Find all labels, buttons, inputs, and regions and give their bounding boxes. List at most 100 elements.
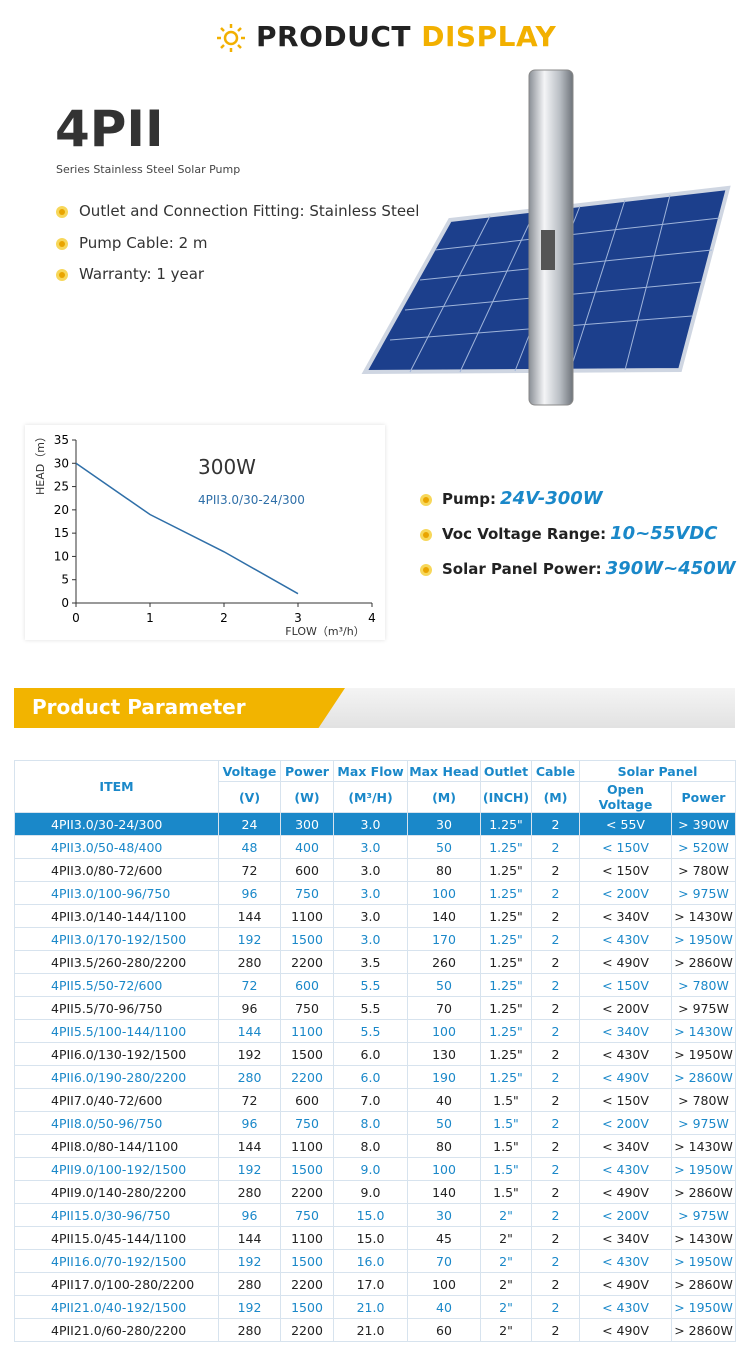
- table-row: 4PII6.0/130-192/1500 192 1500 6.0 130 1.25" 2 <…: [14, 1042, 736, 1066]
- x-tick-label: 1: [146, 611, 154, 625]
- table-cell: 100: [407, 1019, 481, 1043]
- table-cell: 1.5": [480, 1134, 532, 1158]
- table-cell: 4PII8.0/50-96/750: [14, 1111, 219, 1135]
- table-cell: > 1430W: [671, 1226, 736, 1250]
- y-tick-label: 5: [61, 573, 69, 587]
- table-cell: 4PII9.0/140-280/2200: [14, 1180, 219, 1204]
- table-cell: 4PII15.0/45-144/1100: [14, 1226, 219, 1250]
- spec: Voc Voltage Range: 10~55VDC: [442, 523, 717, 544]
- title-main: PRODUCT: [256, 20, 412, 53]
- spec-value: 24V-300W: [500, 488, 603, 509]
- table-row: 4PII3.0/50-48/400 48 400 3.0 50 1.25" 2 < 150V >…: [14, 835, 736, 859]
- table-cell: 2: [531, 950, 580, 974]
- table-cell: 3.0: [333, 812, 408, 836]
- table-cell: 2: [531, 973, 580, 997]
- x-tick-label: 3: [294, 611, 302, 625]
- table-cell: > 2860W: [671, 1065, 736, 1089]
- table-cell: 1500: [280, 1295, 334, 1319]
- table-cell: 2: [531, 835, 580, 859]
- table-cell: < 430V: [579, 1042, 672, 1066]
- table-cell: 1.25": [480, 1042, 532, 1066]
- table-cell: > 1950W: [671, 1157, 736, 1181]
- table-cell: 40: [407, 1088, 481, 1112]
- table-cell: 1.5": [480, 1157, 532, 1181]
- spec-value: 390W~450W: [605, 558, 736, 579]
- table-cell: < 490V: [579, 1318, 672, 1342]
- table-cell: 40: [407, 1295, 481, 1319]
- table-cell: 192: [218, 927, 281, 951]
- table-cell: 300: [280, 812, 334, 836]
- table-cell: 2": [480, 1272, 532, 1296]
- banner: [14, 688, 345, 728]
- table-cell: 2: [531, 1226, 580, 1250]
- table-cell: 144: [218, 904, 281, 928]
- table-cell: < 430V: [579, 1157, 672, 1181]
- table-cell: 144: [218, 1134, 281, 1158]
- header-cell: (W): [280, 781, 334, 813]
- table-cell: > 2860W: [671, 1318, 736, 1342]
- table-row: 4PII9.0/100-192/1500 192 1500 9.0 100 1.5" 2 < …: [14, 1157, 736, 1181]
- table-cell: < 340V: [579, 904, 672, 928]
- x-tick-label: 0: [72, 611, 80, 625]
- table-cell: 1.25": [480, 1065, 532, 1089]
- table-cell: 50: [407, 973, 481, 997]
- table-cell: > 1430W: [671, 904, 736, 928]
- table-row: 4PII9.0/140-280/2200 280 2200 9.0 140 1.5" 2 < …: [14, 1180, 736, 1204]
- table-cell: > 1950W: [671, 1042, 736, 1066]
- table-cell: 2: [531, 1088, 580, 1112]
- table-cell: < 340V: [579, 1134, 672, 1158]
- table-cell: < 150V: [579, 1088, 672, 1112]
- table-row: 4PII5.5/70-96/750 96 750 5.5 70 1.25" 2 < 200V >…: [14, 996, 736, 1020]
- table-cell: 4PII17.0/100-280/2200: [14, 1272, 219, 1296]
- table-cell: 750: [280, 1111, 334, 1135]
- table-cell: > 1430W: [671, 1019, 736, 1043]
- table-cell: > 2860W: [671, 950, 736, 974]
- table-cell: < 430V: [579, 1249, 672, 1273]
- table-cell: 1.25": [480, 812, 532, 836]
- table-cell: 4PII7.0/40-72/600: [14, 1088, 219, 1112]
- table-cell: 2": [480, 1203, 532, 1227]
- table-cell: 750: [280, 881, 334, 905]
- table-cell: > 975W: [671, 1111, 736, 1135]
- bullet: [420, 564, 432, 576]
- table-row: 4PII7.0/40-72/600 72 600 7.0 40 1.5" 2 < 150V > …: [14, 1088, 736, 1112]
- table-cell: 1100: [280, 1134, 334, 1158]
- table-cell: 21.0: [333, 1295, 408, 1319]
- table-cell: 3.0: [333, 858, 408, 882]
- table-cell: 4PII5.5/100-144/1100: [14, 1019, 219, 1043]
- table-cell: 2: [531, 1042, 580, 1066]
- y-axis-label: HEAD（m）: [34, 431, 47, 495]
- table-cell: 15.0: [333, 1203, 408, 1227]
- table-cell: > 1950W: [671, 1249, 736, 1273]
- table-cell: 170: [407, 927, 481, 951]
- x-axis-label: FLOW（m³/h）: [285, 625, 364, 638]
- table-cell: 2: [531, 1318, 580, 1342]
- bullet: [420, 529, 432, 541]
- table-cell: 2: [531, 1295, 580, 1319]
- table-cell: > 975W: [671, 996, 736, 1020]
- table-cell: 1.25": [480, 996, 532, 1020]
- spec: Solar Panel Power: 390W~450W: [442, 558, 736, 579]
- product-subtitle: Series Stainless Steel Solar Pump: [56, 163, 241, 176]
- pump-curve: 300W 4PII3.0/30-24/300 FLOW（m³/h） HEAD（m…: [25, 425, 385, 640]
- table-cell: 2: [531, 1249, 580, 1273]
- table-cell: > 1950W: [671, 927, 736, 951]
- bullet: [56, 206, 68, 218]
- table-cell: 130: [407, 1042, 481, 1066]
- table-cell: 72: [218, 973, 281, 997]
- table-cell: 96: [218, 881, 281, 905]
- table-row: 4PII3.0/170-192/1500 192 1500 3.0 170 1.25" 2 <…: [14, 927, 736, 951]
- table-cell: 2: [531, 1134, 580, 1158]
- product-name: 4PII: [55, 100, 164, 158]
- table-cell: 192: [218, 1295, 281, 1319]
- table-cell: 5.5: [333, 1019, 408, 1043]
- table-cell: < 200V: [579, 881, 672, 905]
- table-cell: 50: [407, 835, 481, 859]
- table-cell: 100: [407, 1272, 481, 1296]
- table-cell: > 780W: [671, 973, 736, 997]
- table-cell: 80: [407, 858, 481, 882]
- table-row: 4PII3.0/80-72/600 72 600 3.0 80 1.25" 2 < 150V >…: [14, 858, 736, 882]
- table-cell: 1.25": [480, 881, 532, 905]
- table-cell: 1.25": [480, 1019, 532, 1043]
- hero-art: [217, 24, 731, 406]
